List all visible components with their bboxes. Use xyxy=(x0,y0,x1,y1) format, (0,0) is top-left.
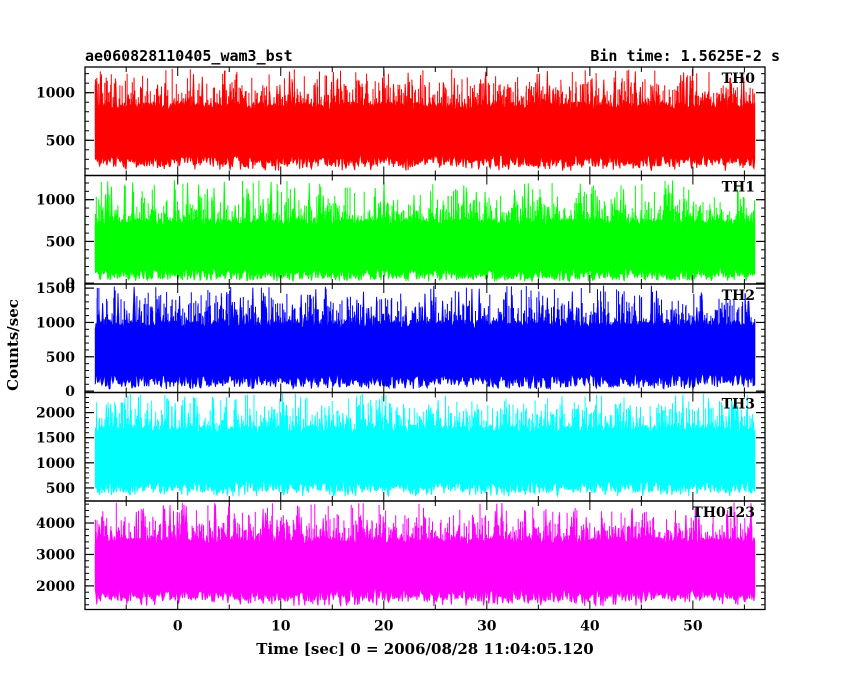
y-tick-label: 0 xyxy=(65,384,75,400)
series-th0-spikes xyxy=(94,68,755,155)
y-tick-label: 500 xyxy=(46,234,75,250)
panel-label-th3: TH3 xyxy=(722,397,755,413)
y-tick-label: 1000 xyxy=(36,86,75,102)
series-th0123-spikes xyxy=(94,502,755,586)
y-tick-label: 0 xyxy=(65,276,75,292)
y-tick-label: 500 xyxy=(46,481,75,497)
panel-frame xyxy=(84,500,766,611)
y-tick-label: 1000 xyxy=(36,315,75,331)
x-tick-label: 50 xyxy=(683,619,703,635)
y-tick-label: 500 xyxy=(46,133,75,149)
chart-title: ae060828110405_wam3_bst xyxy=(85,47,293,65)
panel-th2: 0 500 1000 1500 TH2 xyxy=(36,281,766,400)
series-th3-spikes xyxy=(96,393,756,481)
y-tick-label: 3000 xyxy=(36,547,75,563)
panels-group: 500 1000 TH0 0 500 1000 TH1 0 500 1000 1500 TH2 500 1… xyxy=(36,66,766,611)
panel-th1: 0 500 1000 TH1 xyxy=(36,174,766,292)
x-axis: 0 10 20 30 40 50 xyxy=(173,619,703,635)
x-tick-label: 10 xyxy=(271,619,291,635)
x-tick-label: 20 xyxy=(374,619,394,635)
panel-label-th1: TH1 xyxy=(722,180,755,196)
series-th1-spikes xyxy=(94,180,756,267)
y-tick-label: 1000 xyxy=(36,193,75,209)
y-tick-label: 1000 xyxy=(36,456,75,472)
y-tick-label: 2000 xyxy=(36,579,75,595)
x-tick-label: 0 xyxy=(173,619,183,635)
panel-th0: 500 1000 TH0 xyxy=(36,66,766,177)
bin-time-label: Bin time: 1.5625E-2 s xyxy=(590,47,780,65)
y-tick-label: 1500 xyxy=(36,431,75,447)
y-tick-label: 500 xyxy=(46,350,75,366)
y-tick-label: 1500 xyxy=(36,281,75,297)
x-tick-label: 30 xyxy=(477,619,497,635)
panel-label-th2: TH2 xyxy=(722,288,755,304)
y-axis-title: Counts/sec xyxy=(4,299,22,391)
panel-label-th0: TH0 xyxy=(722,71,756,87)
y-tick-label: 2000 xyxy=(36,406,75,422)
panel-th3: 500 1000 1500 2000 TH3 xyxy=(36,391,766,502)
panel-label-th0123: TH0123 xyxy=(692,505,755,521)
series-th2-spikes xyxy=(95,285,756,374)
x-axis-title: Time [sec] 0 = 2006/08/28 11:04:05.120 xyxy=(256,640,593,658)
x-tick-label: 40 xyxy=(580,619,600,635)
y-tick-label: 4000 xyxy=(36,516,75,532)
panel-th0123: 2000 3000 4000 TH0123 xyxy=(36,500,766,611)
